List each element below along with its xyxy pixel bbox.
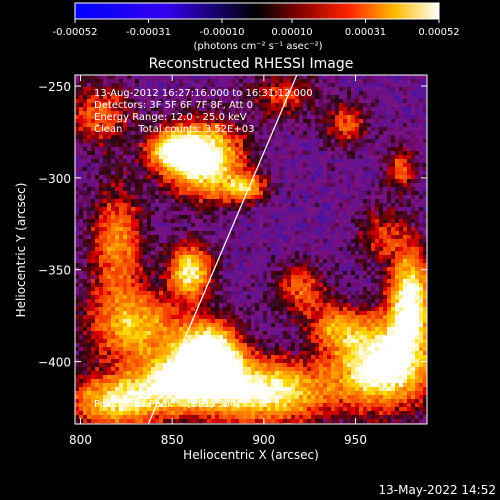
annotation-detectors: Detectors: 3F 5F 6F 7F 8F, Att 0 bbox=[94, 100, 253, 111]
annotation-energy: Energy Range: 12.0 - 25.0 keV bbox=[94, 112, 247, 123]
colorbar-ticks: -0.00052 -0.00031 -0.00010 0.00010 0.00031 0.… bbox=[53, 19, 460, 38]
plot-title: Reconstructed RHESSI Image bbox=[149, 56, 354, 72]
x-tick-label: 850 bbox=[161, 433, 184, 447]
axis-ticks: 800 850 900 950 −250 −300 −350 −400 bbox=[38, 75, 427, 447]
plot-frame bbox=[74, 74, 428, 425]
colorbar-tick-label: -0.00010 bbox=[200, 27, 245, 38]
footer-date: 13-May-2022 14:52 bbox=[379, 483, 496, 497]
y-tick-label: −300 bbox=[38, 172, 71, 186]
x-tick-label: 900 bbox=[252, 433, 275, 447]
x-axis-label: Heliocentric X (arcsec) bbox=[183, 448, 319, 462]
solar-limb-line bbox=[147, 75, 298, 424]
colorbar-tick-label: 0.00052 bbox=[418, 27, 459, 38]
heatmap bbox=[75, 75, 427, 424]
y-tick-label: −400 bbox=[38, 356, 71, 370]
colorbar-units: (photons cm⁻² s⁻¹ asec⁻²) bbox=[193, 41, 322, 52]
x-tick-label: 950 bbox=[344, 433, 367, 447]
y-axis-label: Heliocentric Y (arcsec) bbox=[14, 183, 28, 318]
colorbar-tick-label: 0.00031 bbox=[345, 27, 386, 38]
colorbar bbox=[74, 2, 440, 20]
x-tick-label: 800 bbox=[69, 433, 92, 447]
colorbar-tick-label: 0.00010 bbox=[271, 27, 312, 38]
annotation-peak: Position of Peak = [981,-364] bbox=[94, 399, 240, 410]
y-tick-label: −350 bbox=[38, 264, 71, 278]
annotation-clean: Clean Total counts: 3.52E+03 bbox=[94, 124, 254, 135]
y-tick-label: −250 bbox=[38, 80, 71, 94]
colorbar-tick-label: -0.00031 bbox=[126, 27, 171, 38]
annotation-time: 13-Aug-2012 16:27:16.000 to 16:31:12.000 bbox=[94, 88, 313, 99]
colorbar-tick-label: -0.00052 bbox=[53, 27, 98, 38]
